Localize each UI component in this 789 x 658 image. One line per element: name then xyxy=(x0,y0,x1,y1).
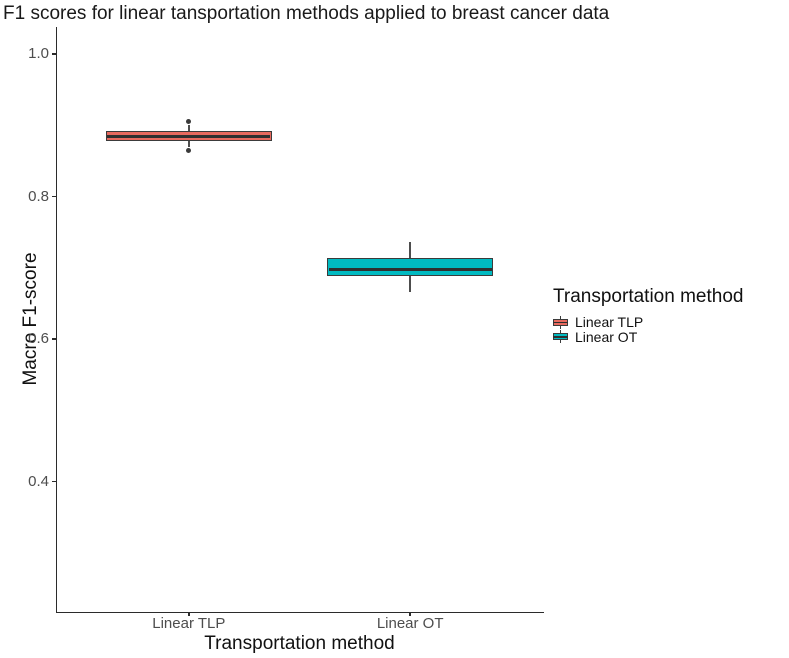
boxplot-median-line xyxy=(107,134,271,138)
x-axis-tick-label: Linear OT xyxy=(376,615,444,632)
legend-entry-label: Linear TLP xyxy=(575,314,644,331)
y-axis-tick-label: 0.4 xyxy=(28,472,49,490)
y-axis-tick-label: 0.8 xyxy=(28,187,49,205)
legend-entry-linear-ot: Linear OT xyxy=(553,328,743,345)
boxplot-outlier-point xyxy=(186,118,192,124)
legend-entry-label: Linear OT xyxy=(575,328,638,345)
y-axis-tick xyxy=(51,195,56,198)
plot-title: F1 scores for linear tansportation metho… xyxy=(3,3,610,24)
x-axis-tick-label: Linear TLP xyxy=(152,615,226,632)
y-axis-tick xyxy=(51,338,56,340)
y-axis-tick xyxy=(51,480,56,483)
boxplot-box xyxy=(327,257,494,276)
y-axis-tick-label: 1.0 xyxy=(28,45,49,63)
legend-title: Transportation method xyxy=(553,286,744,307)
y-axis-tick xyxy=(51,53,56,55)
boxplot-outlier-point xyxy=(186,148,192,154)
x-axis-tick xyxy=(188,612,190,616)
y-axis-title: Macro F1-score xyxy=(20,252,41,386)
x-axis-title: Transportation method xyxy=(204,633,395,654)
y-axis-tick-label: 0.6 xyxy=(28,330,49,348)
boxplot-median-line xyxy=(328,267,492,271)
x-axis-tick xyxy=(409,612,411,616)
legend: Transportation method Linear TLP Linear … xyxy=(553,286,744,345)
plot-panel xyxy=(56,27,544,613)
boxplot-key-icon xyxy=(553,315,568,329)
boxplot-key-icon xyxy=(553,330,568,344)
legend-entry-linear-tlp: Linear TLP xyxy=(553,314,743,331)
